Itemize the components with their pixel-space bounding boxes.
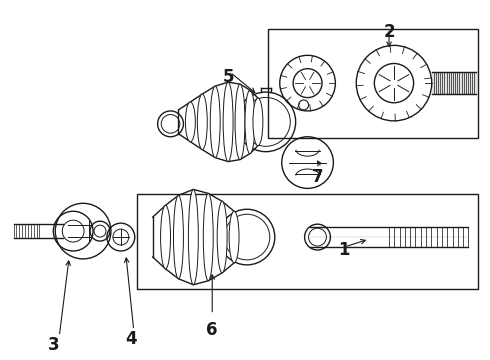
- Ellipse shape: [197, 94, 207, 150]
- Ellipse shape: [223, 82, 233, 162]
- Text: 3: 3: [48, 336, 59, 354]
- Ellipse shape: [188, 189, 198, 285]
- Ellipse shape: [235, 84, 245, 159]
- Ellipse shape: [253, 98, 263, 146]
- Text: 5: 5: [222, 68, 234, 86]
- Text: 2: 2: [383, 23, 395, 41]
- Ellipse shape: [210, 86, 220, 158]
- Ellipse shape: [229, 211, 239, 263]
- Text: 7: 7: [312, 167, 323, 185]
- Ellipse shape: [173, 195, 183, 279]
- Text: 6: 6: [206, 320, 218, 338]
- Ellipse shape: [185, 102, 196, 142]
- Text: 4: 4: [125, 330, 137, 348]
- Ellipse shape: [217, 201, 227, 273]
- Ellipse shape: [245, 90, 255, 154]
- Ellipse shape: [203, 193, 213, 281]
- Ellipse shape: [161, 205, 171, 269]
- Text: 1: 1: [339, 241, 350, 259]
